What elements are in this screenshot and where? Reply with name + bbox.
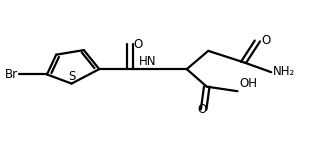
Text: O: O <box>261 34 270 47</box>
Text: OH: OH <box>239 77 257 90</box>
Text: O: O <box>197 103 207 116</box>
Text: Br: Br <box>5 68 18 81</box>
Text: NH₂: NH₂ <box>273 65 295 78</box>
Text: S: S <box>68 70 75 83</box>
Text: HN: HN <box>138 55 156 68</box>
Text: O: O <box>134 38 143 51</box>
